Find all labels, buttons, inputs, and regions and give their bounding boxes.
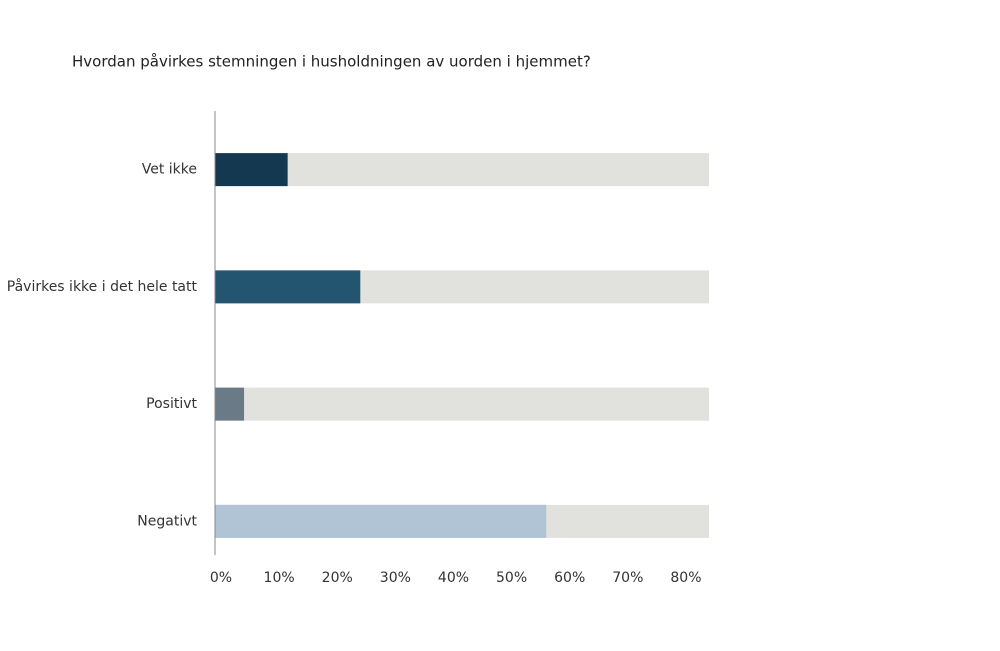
x-tick-label: 20% [322, 570, 353, 586]
bar-track [215, 153, 709, 187]
x-tick-label: 80% [670, 570, 701, 586]
y-tick-label: Negativt [137, 513, 197, 529]
y-tick-label: Vet ikke [142, 162, 197, 178]
bar [215, 504, 547, 538]
x-tick-label: 30% [380, 570, 411, 586]
bar [215, 387, 245, 421]
x-tick-label: 50% [496, 570, 527, 586]
x-tick-label: 60% [554, 570, 585, 586]
x-tick-label: 40% [438, 570, 469, 586]
x-tick-label: 10% [264, 570, 295, 586]
y-tick-label: Påvirkes ikke i det hele tatt [7, 278, 198, 295]
x-tick-label: 0% [210, 570, 232, 586]
x-tick-label: 70% [612, 570, 643, 586]
bar [215, 153, 288, 187]
chart-title: Hvordan påvirkes stemningen i husholdnin… [72, 53, 591, 71]
bar [215, 270, 361, 304]
bar-track [215, 387, 709, 421]
y-tick-label: Positivt [146, 396, 197, 412]
